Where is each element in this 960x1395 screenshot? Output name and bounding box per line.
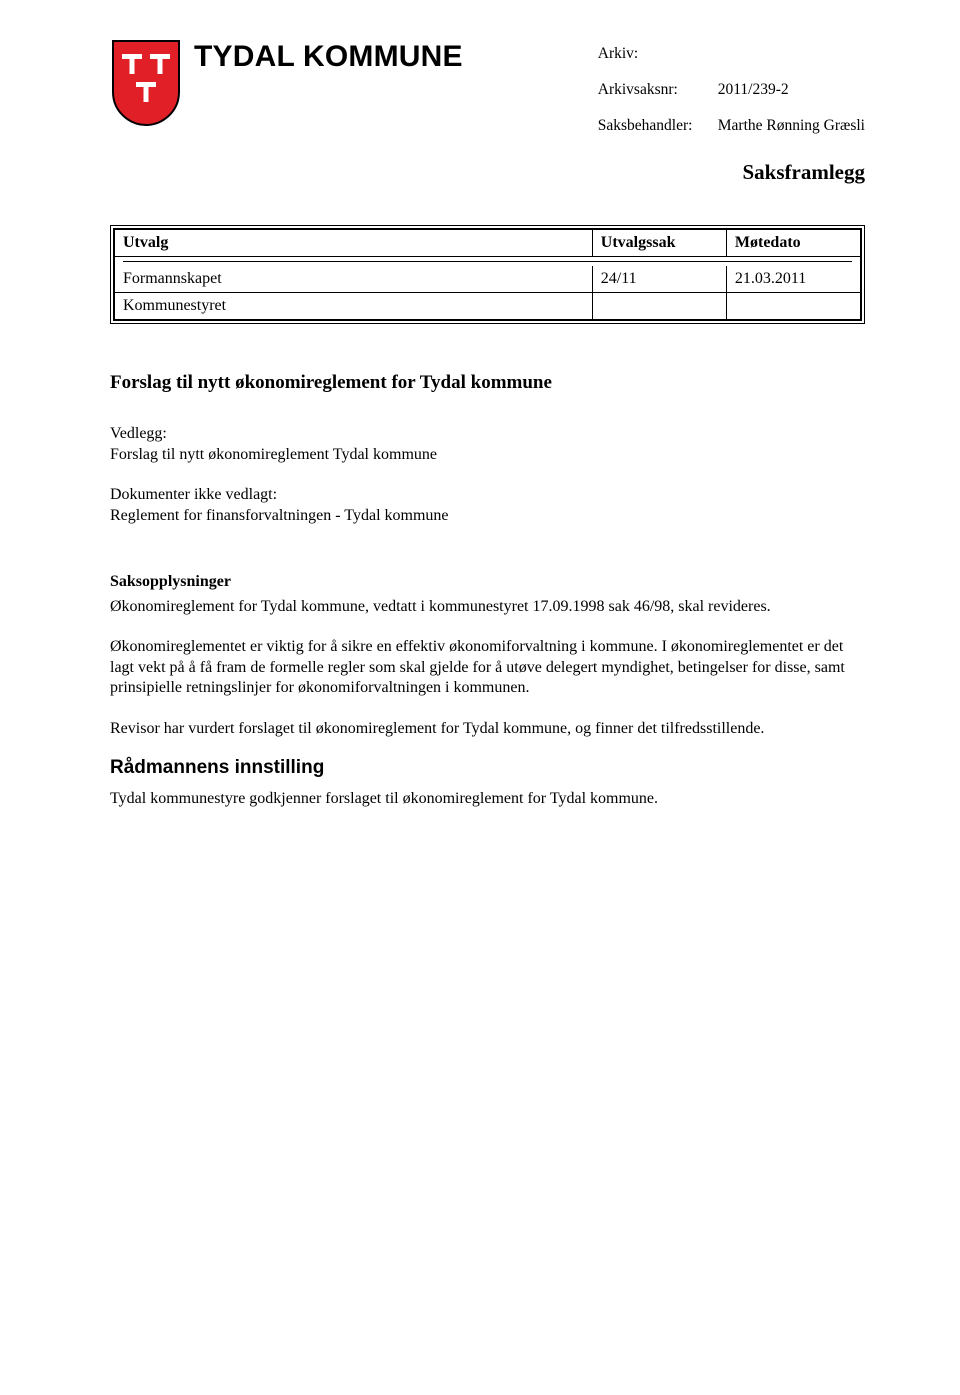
ikke-vedlagt-label: Dokumenter ikke vedlagt: [110,485,865,505]
document-header: TYDAL KOMMUNE Arkiv: Arkivsaksnr: 2011/2… [110,38,865,152]
radmann-body: Tydal kommunestyre godkjenner forslaget … [110,789,865,809]
case-table-outer: Utvalg Utvalgssak Møtedato Formannskapet… [110,225,865,324]
saksopplysninger-block: Saksopplysninger Økonomireglement for Ty… [110,572,865,739]
col-utvalgssak: Utvalgssak [592,230,726,257]
arkiv-label: Arkiv: [598,44,718,64]
saksopplysninger-p1: Økonomireglement for Tydal kommune, vedt… [110,597,865,617]
saksopplysninger-p2: Økonomireglementet er viktig for å sikre… [110,637,865,698]
saksframlegg-heading: Saksframlegg [110,160,865,185]
cell-utvalg: Kommunestyret [115,292,592,319]
col-motedato: Møtedato [726,230,860,257]
saksbehandler-label: Saksbehandler: [598,116,718,136]
cell-utvalg: Formannskapet [115,266,592,292]
radmann-heading: Rådmannens innstilling [110,757,865,779]
org-title: TYDAL KOMMUNE [194,40,598,74]
case-table: Utvalg Utvalgssak Møtedato Formannskapet… [115,230,860,319]
meta-block: Arkiv: Arkivsaksnr: 2011/239-2 Saksbehan… [598,38,865,152]
cell-motedato: 21.03.2011 [726,266,860,292]
arkivsaksnr-label: Arkivsaksnr: [598,80,718,100]
saksbehandler-value: Marthe Rønning Græsli [718,116,865,136]
vedlegg-body: Forslag til nytt økonomireglement Tydal … [110,445,865,465]
table-row: Formannskapet 24/11 21.03.2011 [115,266,860,292]
ikke-vedlagt-body: Reglement for finansforvaltningen - Tyda… [110,506,865,526]
col-utvalg: Utvalg [115,230,592,257]
shield-icon [110,38,182,128]
saksopplysninger-heading: Saksopplysninger [110,572,865,592]
cell-motedato [726,292,860,319]
org-title-col: TYDAL KOMMUNE [194,38,598,74]
vedlegg-label: Vedlegg: [110,424,865,444]
arkivsaksnr-value: 2011/239-2 [718,80,789,100]
radmann-block: Tydal kommunestyre godkjenner forslaget … [110,789,865,809]
document-title: Forslag til nytt økonomireglement for Ty… [110,372,865,394]
ikke-vedlagt-block: Dokumenter ikke vedlagt: Reglement for f… [110,485,865,526]
logo [110,38,182,133]
saksopplysninger-p3: Revisor har vurdert forslaget til økonom… [110,719,865,739]
table-row: Kommunestyret [115,292,860,319]
cell-utvalgssak: 24/11 [592,266,726,292]
vedlegg-block: Vedlegg: Forslag til nytt økonomiregleme… [110,424,865,465]
cell-utvalgssak [592,292,726,319]
